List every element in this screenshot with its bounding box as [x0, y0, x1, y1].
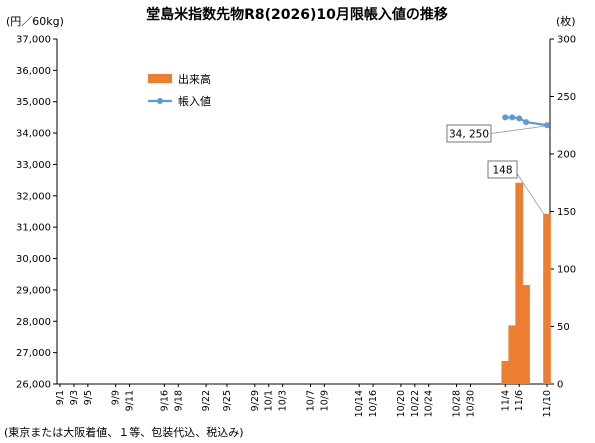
right-tick-label: 0 [557, 380, 563, 391]
x-tick-label: 10/24 [424, 390, 435, 417]
volume-bar [501, 361, 510, 384]
x-tick-label: 9/1 [55, 390, 66, 405]
footnote: (東京または大阪着値、１等、包装代込、税込み) [4, 425, 244, 439]
x-tick-label: 9/16 [159, 390, 170, 411]
left-tick-label: 31,000 [16, 223, 51, 234]
x-tick-label: 9/22 [201, 390, 212, 411]
x-tick-label: 10/7 [305, 390, 316, 411]
volume-bar [515, 182, 523, 384]
callout-box-volume [487, 160, 518, 179]
right-tick-label: 250 [557, 92, 576, 103]
settlement-point [502, 114, 509, 121]
settlement-point [544, 122, 550, 129]
settlement-point [523, 119, 530, 126]
left-axis-unit: (円／60kg) [6, 15, 64, 28]
left-tick-label: 29,000 [16, 285, 51, 296]
right-tick-label: 150 [557, 207, 576, 218]
x-tick-label: 9/29 [250, 390, 261, 411]
volume-bar [508, 325, 517, 384]
x-tick-label: 11/6 [514, 390, 525, 411]
right-tick-label: 200 [557, 150, 576, 161]
settlement-point [516, 115, 523, 122]
x-tick-label: 9/25 [222, 390, 233, 411]
x-tick-label: 10/16 [368, 390, 379, 417]
chart-title: 堂島米指数先物R8(2026)10月限帳入値の推移 [146, 6, 448, 23]
x-tick-label: 10/30 [465, 390, 476, 417]
legend-label-volume: 出来高 [178, 72, 211, 86]
plot-area [56, 39, 551, 385]
callout-leader-volume [516, 173, 546, 217]
left-tick-label: 37,000 [16, 35, 51, 46]
left-axis-ticks: 26,000 27,000 28,000 29,000 30,000 31,000 32,0… [16, 35, 57, 391]
x-axis-ticks: 9/1 9/3 9/5 9/9 9/11 9/16 9/18 9/22 9/25 9/29 10/1… [55, 384, 553, 417]
legend-swatch-marker [157, 98, 163, 104]
x-tick-label: 11/4 [500, 390, 511, 411]
left-tick-label: 28,000 [16, 317, 51, 328]
left-tick-label: 26,000 [16, 380, 51, 391]
right-tick-label: 50 [557, 322, 570, 333]
volume-bars [501, 182, 551, 384]
left-tick-label: 33,000 [16, 160, 51, 171]
left-tick-label: 32,000 [16, 191, 51, 202]
right-tick-label: 100 [557, 265, 576, 276]
volume-bar [522, 285, 530, 384]
callouts: 34, 250 148 [446, 124, 546, 217]
x-tick-label: 9/9 [111, 390, 122, 405]
right-axis-ticks: 0 50 100 150 200 250 300 [550, 35, 576, 391]
x-tick-label: 11/10 [542, 390, 553, 417]
legend-label-settlement: 帳入値 [178, 94, 211, 108]
x-tick-label: 10/9 [319, 390, 330, 411]
settlement-point [509, 114, 516, 121]
left-tick-label: 36,000 [16, 66, 51, 77]
x-tick-label: 9/11 [125, 390, 136, 411]
settlement-line [502, 114, 550, 129]
legend-swatch-volume [148, 74, 172, 83]
x-tick-label: 9/3 [69, 390, 80, 405]
x-tick-label: 9/18 [173, 390, 184, 411]
volume-bar [543, 213, 551, 384]
right-tick-label: 300 [557, 35, 576, 46]
left-tick-label: 35,000 [16, 97, 51, 108]
right-axis-unit: (枚) [556, 14, 576, 28]
x-tick-label: 10/28 [452, 390, 463, 417]
x-tick-label: 10/14 [354, 390, 365, 417]
callout-box-settlement [446, 124, 492, 143]
left-tick-label: 34,000 [16, 129, 51, 140]
left-tick-label: 30,000 [16, 254, 51, 265]
x-tick-label: 10/20 [396, 390, 407, 417]
x-tick-label: 10/22 [410, 390, 421, 417]
x-tick-label: 10/3 [278, 390, 289, 411]
callout-text-settlement: 34, 250 [449, 129, 489, 141]
left-tick-label: 27,000 [16, 348, 51, 359]
callout-leader-settlement [490, 125, 545, 134]
x-tick-label: 10/1 [264, 390, 275, 411]
x-tick-label: 9/5 [83, 390, 94, 405]
callout-text-volume: 148 [492, 165, 512, 177]
